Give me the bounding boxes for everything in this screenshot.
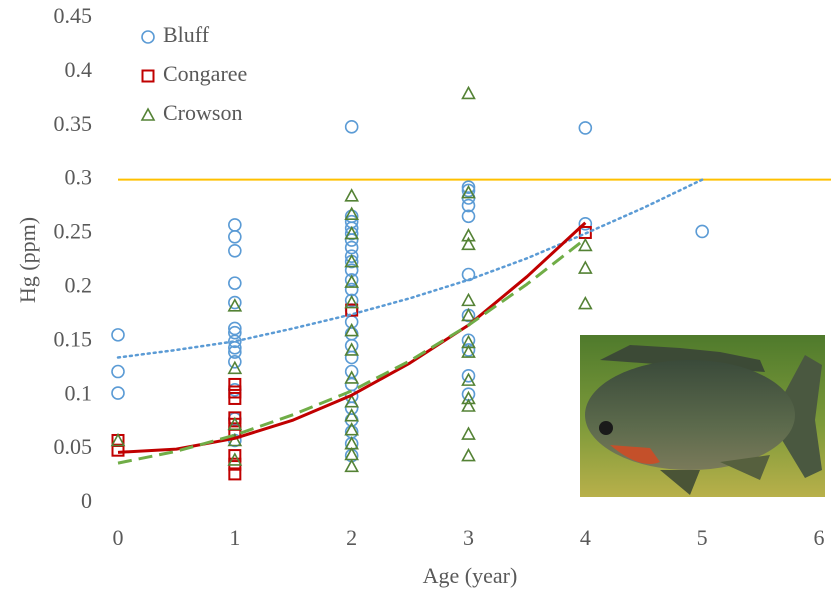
data-point [346,460,358,471]
legend-label: Bluff [163,22,210,47]
legend-marker [142,31,154,43]
data-point [346,449,358,460]
data-point [579,262,591,273]
x-tick-label: 6 [814,525,825,550]
y-tick-label: 0.3 [65,165,93,190]
x-tick-label: 2 [346,525,357,550]
data-point [346,424,358,435]
data-point [463,428,475,439]
data-point [229,277,241,289]
legend-label: Crowson [163,100,242,125]
data-point [579,122,591,134]
legend-label: Congaree [163,61,247,86]
data-point [463,450,475,461]
data-point [112,366,124,378]
data-point [229,219,241,231]
data-point [229,245,241,257]
y-tick-label: 0 [81,488,92,513]
data-point [579,239,591,250]
y-tick-label: 0.05 [54,434,93,459]
legend-marker [143,71,154,82]
data-point [346,121,358,133]
chart: Age (year) Hg (ppm) 0 0.05 0.1 0.15 0.2 0.25 0… [0,0,831,598]
x-axis-title: Age (year) [423,563,518,588]
data-point [463,294,475,305]
y-tick-label: 0.1 [65,380,93,405]
x-tick-label: 1 [229,525,240,550]
y-tick-label: 0.45 [54,3,93,28]
data-point [112,387,124,399]
x-tick-label: 0 [113,525,124,550]
data-point [696,225,708,237]
y-tick-label: 0.35 [54,111,93,136]
legend-marker [142,109,154,120]
data-point [463,370,475,382]
data-point [229,231,241,243]
data-point [346,208,358,219]
y-tick-label: 0.25 [54,219,93,244]
x-tick-label: 5 [697,525,708,550]
y-axis-title: Hg (ppm) [15,217,40,303]
data-point [463,87,475,98]
x-tick-label: 3 [463,525,474,550]
y-tick-label: 0.15 [54,326,93,351]
x-tick-label: 4 [580,525,591,550]
data-point [579,298,591,309]
trend-line [118,180,702,358]
data-point [112,329,124,341]
data-point [346,190,358,201]
data-point [346,340,358,352]
y-tick-label: 0.2 [65,272,93,297]
y-tick-label: 0.4 [65,57,93,82]
fish-photo [580,335,825,497]
